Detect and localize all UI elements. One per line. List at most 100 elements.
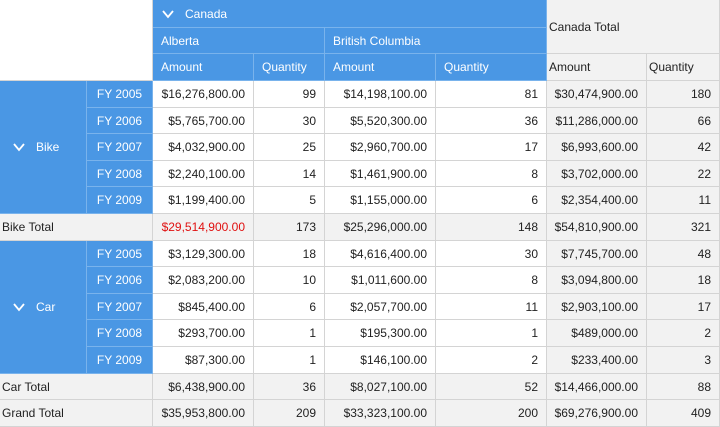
total-cell[interactable]: $2,903,100.00 — [547, 294, 647, 320]
value-cell[interactable]: 6 — [254, 294, 325, 320]
total-cell[interactable]: $30,474,900.00 — [547, 81, 647, 108]
value-cell[interactable]: $16,276,800.00 — [153, 81, 254, 108]
row-header-fy[interactable]: FY 2006 — [87, 267, 153, 294]
value-cell[interactable]: 18 — [254, 241, 325, 267]
value-cell[interactable]: $1,011,600.00 — [325, 267, 436, 294]
chevron-down-icon[interactable] — [12, 140, 26, 154]
value-cell[interactable]: 30 — [254, 108, 325, 134]
total-cell[interactable]: $11,286,000.00 — [547, 108, 647, 134]
total-cell[interactable]: $54,810,900.00 — [547, 214, 647, 241]
value-cell[interactable]: $14,198,100.00 — [325, 81, 436, 108]
chevron-down-icon[interactable] — [12, 300, 26, 314]
row-header-fy[interactable]: FY 2008 — [87, 161, 153, 187]
value-cell[interactable]: 8 — [436, 161, 547, 187]
value-cell[interactable]: 8 — [436, 267, 547, 294]
value-cell[interactable]: 2 — [436, 347, 547, 374]
row-header-fy[interactable]: FY 2007 — [87, 134, 153, 161]
value-cell[interactable]: 14 — [254, 161, 325, 187]
total-cell[interactable]: 36 — [254, 374, 325, 400]
total-cell[interactable]: 148 — [436, 214, 547, 241]
row-header-car-total[interactable]: Car Total — [0, 374, 153, 400]
total-cell[interactable]: 88 — [647, 374, 720, 400]
value-cell[interactable]: 1 — [254, 320, 325, 347]
value-cell[interactable]: $5,765,700.00 — [153, 108, 254, 134]
row-header-car[interactable]: Car — [0, 241, 87, 374]
total-cell[interactable]: $3,094,800.00 — [547, 267, 647, 294]
total-cell[interactable]: 22 — [647, 161, 720, 187]
value-cell[interactable]: $146,100.00 — [325, 347, 436, 374]
value-cell[interactable]: $4,032,900.00 — [153, 134, 254, 161]
grand-total-cell[interactable]: $35,953,800.00 — [153, 400, 254, 427]
value-cell[interactable]: 11 — [436, 294, 547, 320]
row-header-bike-total[interactable]: Bike Total — [0, 214, 153, 241]
chevron-down-icon[interactable] — [161, 7, 175, 21]
value-cell[interactable]: 25 — [254, 134, 325, 161]
row-header-fy[interactable]: FY 2008 — [87, 320, 153, 347]
grand-total-cell[interactable]: $69,276,900.00 — [547, 400, 647, 427]
column-header-canada-total[interactable]: Canada Total — [547, 0, 720, 54]
column-header-canada[interactable]: Canada — [153, 0, 547, 28]
value-cell[interactable]: $1,155,000.00 — [325, 187, 436, 214]
value-cell[interactable]: 10 — [254, 267, 325, 294]
row-header-fy[interactable]: FY 2005 — [87, 81, 153, 108]
value-cell[interactable]: $2,057,700.00 — [325, 294, 436, 320]
column-header-alberta[interactable]: Alberta — [153, 28, 325, 54]
value-cell[interactable]: $87,300.00 — [153, 347, 254, 374]
total-cell[interactable]: 42 — [647, 134, 720, 161]
row-header-fy[interactable]: FY 2006 — [87, 108, 153, 134]
total-cell[interactable]: 66 — [647, 108, 720, 134]
value-cell[interactable]: $2,960,700.00 — [325, 134, 436, 161]
value-cell[interactable]: $195,300.00 — [325, 320, 436, 347]
value-cell[interactable]: 99 — [254, 81, 325, 108]
total-cell[interactable]: 18 — [647, 267, 720, 294]
measure-header-quantity[interactable]: Quantity — [254, 54, 325, 81]
row-header-fy[interactable]: FY 2009 — [87, 347, 153, 374]
value-cell[interactable]: $845,400.00 — [153, 294, 254, 320]
total-cell[interactable]: 173 — [254, 214, 325, 241]
total-cell[interactable]: $7,745,700.00 — [547, 241, 647, 267]
grand-total-cell[interactable]: $33,323,100.00 — [325, 400, 436, 427]
measure-header-amount[interactable]: Amount — [325, 54, 436, 81]
total-cell[interactable]: $14,466,000.00 — [547, 374, 647, 400]
value-cell[interactable]: 1 — [436, 320, 547, 347]
value-cell[interactable]: 6 — [436, 187, 547, 214]
measure-header-amount[interactable]: Amount — [547, 54, 647, 81]
column-header-british-columbia[interactable]: British Columbia — [325, 28, 547, 54]
grand-total-cell[interactable]: 200 — [436, 400, 547, 427]
row-header-grand-total[interactable]: Grand Total — [0, 400, 153, 427]
row-header-fy[interactable]: FY 2007 — [87, 294, 153, 320]
value-cell[interactable]: $293,700.00 — [153, 320, 254, 347]
total-cell[interactable]: $6,438,900.00 — [153, 374, 254, 400]
value-cell[interactable]: 36 — [436, 108, 547, 134]
value-cell[interactable]: 5 — [254, 187, 325, 214]
value-cell[interactable]: 81 — [436, 81, 547, 108]
total-cell[interactable]: 17 — [647, 294, 720, 320]
value-cell[interactable]: $2,083,200.00 — [153, 267, 254, 294]
value-cell[interactable]: $5,520,300.00 — [325, 108, 436, 134]
measure-header-amount[interactable]: Amount — [153, 54, 254, 81]
total-cell[interactable]: $489,000.00 — [547, 320, 647, 347]
value-cell[interactable]: $1,461,900.00 — [325, 161, 436, 187]
row-header-fy[interactable]: FY 2009 — [87, 187, 153, 214]
value-cell[interactable]: $1,199,400.00 — [153, 187, 254, 214]
value-cell[interactable]: $2,240,100.00 — [153, 161, 254, 187]
total-cell[interactable]: 11 — [647, 187, 720, 214]
total-cell[interactable]: $2,354,400.00 — [547, 187, 647, 214]
value-cell[interactable]: 1 — [254, 347, 325, 374]
total-cell[interactable]: 3 — [647, 347, 720, 374]
value-cell[interactable]: 30 — [436, 241, 547, 267]
grand-total-cell[interactable]: 209 — [254, 400, 325, 427]
value-cell[interactable]: 17 — [436, 134, 547, 161]
total-cell[interactable]: 48 — [647, 241, 720, 267]
total-cell[interactable]: $8,027,100.00 — [325, 374, 436, 400]
total-cell[interactable]: $3,702,000.00 — [547, 161, 647, 187]
total-cell[interactable]: $25,296,000.00 — [325, 214, 436, 241]
value-cell[interactable]: $3,129,300.00 — [153, 241, 254, 267]
total-cell[interactable]: 180 — [647, 81, 720, 108]
total-cell-negative[interactable]: $29,514,900.00 — [153, 214, 254, 241]
total-cell[interactable]: 321 — [647, 214, 720, 241]
total-cell[interactable]: 2 — [647, 320, 720, 347]
row-header-fy[interactable]: FY 2005 — [87, 241, 153, 267]
measure-header-quantity[interactable]: Quantity — [436, 54, 547, 81]
total-cell[interactable]: $6,993,600.00 — [547, 134, 647, 161]
